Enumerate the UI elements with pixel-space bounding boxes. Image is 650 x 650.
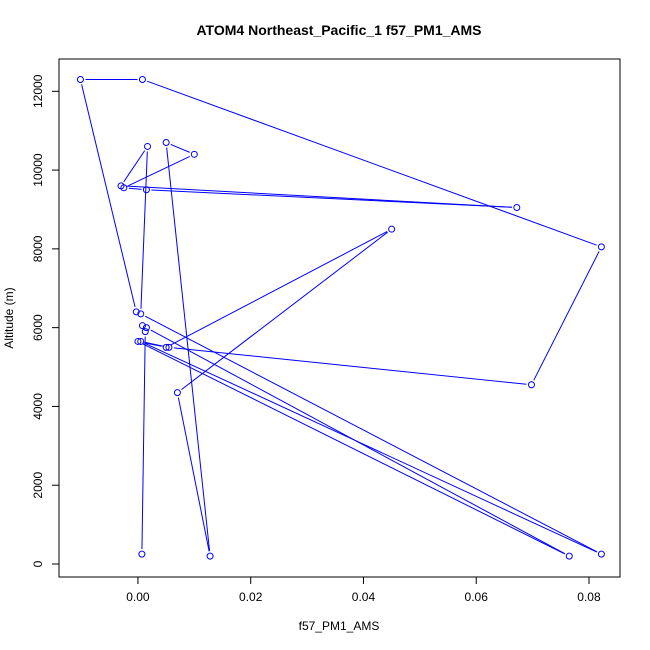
series-segment bbox=[128, 187, 142, 190]
series-segment bbox=[146, 80, 597, 246]
data-point bbox=[527, 381, 535, 389]
data-point bbox=[162, 343, 170, 351]
series-segment bbox=[123, 150, 146, 182]
data-point bbox=[138, 550, 146, 558]
data-point bbox=[137, 310, 145, 318]
data-point bbox=[138, 75, 146, 83]
chart-title: ATOM4 Northeast_Pacific_1 f57_PM1_AMS bbox=[196, 22, 481, 38]
x-axis-label: f57_PM1_AMS bbox=[299, 619, 380, 633]
x-tick-label: 0.02 bbox=[239, 590, 263, 604]
y-axis: 0 2000 4000 6000 8000 10000 12000 bbox=[31, 74, 60, 567]
data-point bbox=[162, 139, 170, 147]
series-segment bbox=[142, 341, 162, 347]
series-segment bbox=[173, 347, 527, 385]
data-point bbox=[137, 337, 145, 345]
y-tick-label: 10000 bbox=[31, 153, 45, 187]
data-point bbox=[138, 322, 146, 330]
data-point bbox=[565, 552, 573, 560]
series-segment bbox=[142, 343, 566, 555]
data-point bbox=[513, 204, 521, 212]
data-point bbox=[190, 150, 198, 158]
data-point bbox=[141, 328, 149, 336]
series-segment bbox=[81, 84, 136, 308]
points-layer bbox=[76, 75, 605, 560]
data-point bbox=[165, 343, 173, 351]
series-segment bbox=[177, 397, 210, 552]
data-point bbox=[142, 186, 150, 194]
data-point bbox=[597, 550, 605, 558]
series-segment bbox=[128, 156, 191, 187]
series-segment bbox=[533, 251, 600, 381]
x-axis: 0.00 0.02 0.04 0.06 0.08 bbox=[126, 576, 601, 604]
y-tick-label: 6000 bbox=[31, 314, 45, 341]
y-tick-label: 2000 bbox=[31, 472, 45, 499]
data-point bbox=[76, 75, 84, 83]
series-segment bbox=[145, 341, 165, 347]
y-tick-label: 12000 bbox=[31, 74, 45, 108]
data-point bbox=[173, 389, 181, 397]
data-point bbox=[597, 243, 605, 251]
data-point bbox=[206, 552, 214, 560]
x-tick-label: 0.04 bbox=[352, 590, 376, 604]
y-axis-label: Altitude (m) bbox=[2, 287, 16, 348]
series-segment bbox=[140, 151, 148, 309]
y-tick-label: 4000 bbox=[31, 393, 45, 420]
series-segment bbox=[170, 143, 190, 153]
data-point bbox=[132, 308, 140, 316]
y-tick-label: 0 bbox=[31, 560, 45, 567]
data-point bbox=[117, 182, 125, 190]
data-point bbox=[144, 142, 152, 150]
x-tick-label: 0.06 bbox=[465, 590, 489, 604]
data-point bbox=[388, 225, 396, 233]
y-tick-label: 8000 bbox=[31, 235, 45, 262]
data-point bbox=[134, 337, 142, 345]
x-tick-label: 0.00 bbox=[126, 590, 150, 604]
series-layer bbox=[81, 78, 600, 555]
series-segment bbox=[125, 185, 512, 208]
x-tick-label: 0.08 bbox=[577, 590, 601, 604]
series-segment bbox=[141, 336, 146, 550]
series-segment bbox=[181, 231, 388, 391]
data-point bbox=[142, 324, 150, 332]
series-segment bbox=[144, 315, 598, 553]
series-segment bbox=[145, 343, 598, 553]
series-segment bbox=[170, 231, 388, 346]
